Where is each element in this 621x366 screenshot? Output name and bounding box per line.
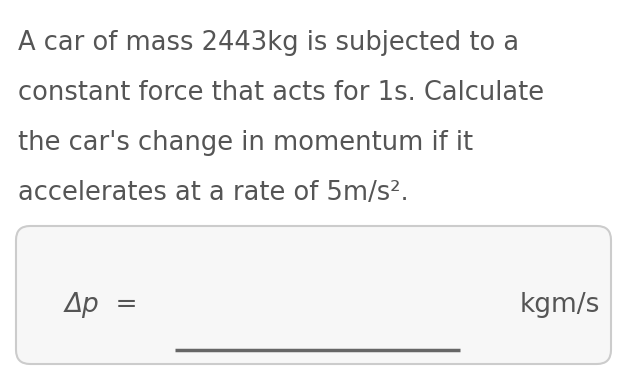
Text: Δp  =: Δp =: [65, 292, 138, 318]
FancyBboxPatch shape: [16, 226, 611, 364]
Text: accelerates at a rate of 5m/s².: accelerates at a rate of 5m/s².: [18, 180, 409, 206]
Text: constant force that acts for 1s. Calculate: constant force that acts for 1s. Calcula…: [18, 80, 544, 106]
Text: A car of mass 2443kg is subjected to a: A car of mass 2443kg is subjected to a: [18, 30, 519, 56]
Text: the car's change in momentum if it: the car's change in momentum if it: [18, 130, 473, 156]
Text: kgm/s: kgm/s: [520, 292, 600, 318]
